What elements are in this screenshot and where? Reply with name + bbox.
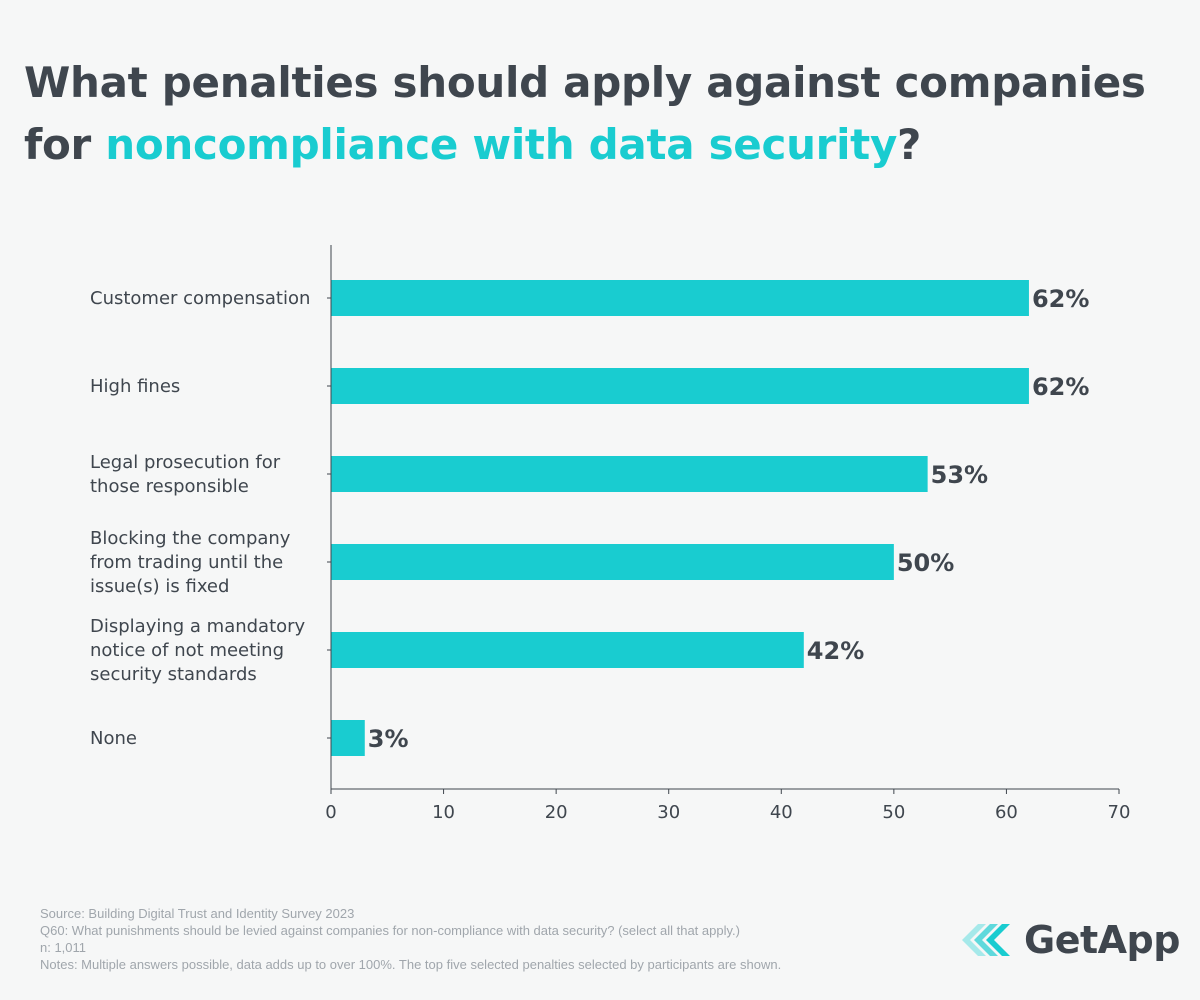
title-question-mark: ? [897, 120, 922, 169]
bar-chart: Customer compensation High fines Legal pro… [90, 245, 1130, 823]
x-tick-label-3: 30 [657, 802, 680, 823]
category-labels-group: Customer compensation High fines Legal pro… [90, 288, 310, 749]
footer-notes: Notes: Multiple answers possible, data a… [40, 957, 782, 972]
getapp-chevrons-icon [962, 924, 1010, 956]
value-label-4: 42% [807, 637, 864, 665]
title-highlight: noncompliance with data security [105, 120, 898, 169]
logo-text: GetApp [1024, 918, 1180, 962]
value-label-1: 62% [1032, 373, 1089, 401]
category-label-2: Legal prosecution for those responsible [90, 452, 281, 497]
title-for: for [24, 120, 106, 169]
chart-title: What penalties should apply against comp… [24, 52, 1174, 176]
bar-0 [331, 280, 1029, 316]
x-tick-label-2: 20 [545, 802, 568, 823]
footer-source: Source: Building Digital Trust and Ident… [40, 906, 355, 921]
category-label-3: Blocking the company from trading until t… [90, 528, 291, 597]
x-tick-label-6: 60 [995, 802, 1018, 823]
footer-question: Q60: What punishments should be levied a… [40, 923, 740, 938]
x-tick-label-4: 40 [770, 802, 793, 823]
category-label-5: None [90, 728, 137, 749]
footer-n: n: 1,011 [40, 940, 87, 955]
title-line-1: What penalties should apply against comp… [24, 58, 1146, 107]
bar-4 [331, 632, 804, 668]
x-tick-label-7: 70 [1108, 802, 1131, 823]
bar-5 [331, 720, 365, 756]
getapp-logo: GetApp [962, 918, 1180, 962]
category-label-0: Customer compensation [90, 288, 310, 309]
category-label-1: High fines [90, 376, 180, 397]
category-label-4: Displaying a mandatory notice of not meet… [90, 616, 306, 685]
value-labels-group: 62% 62% 53% 50% 42% 3% [368, 285, 1090, 753]
x-tick-label-0: 0 [325, 802, 336, 823]
bar-3 [331, 544, 894, 580]
value-label-3: 50% [897, 549, 954, 577]
bar-2 [331, 456, 928, 492]
axes-group: 0 10 20 30 40 50 60 70 [325, 245, 1130, 823]
bar-1 [331, 368, 1029, 404]
chart-footer: Source: Building Digital Trust and Ident… [40, 905, 781, 973]
x-tick-label-1: 10 [432, 802, 455, 823]
value-label-0: 62% [1032, 285, 1089, 313]
value-label-5: 3% [368, 725, 409, 753]
value-label-2: 53% [931, 461, 988, 489]
x-tick-label-5: 50 [882, 802, 905, 823]
bars-group [331, 280, 1029, 756]
